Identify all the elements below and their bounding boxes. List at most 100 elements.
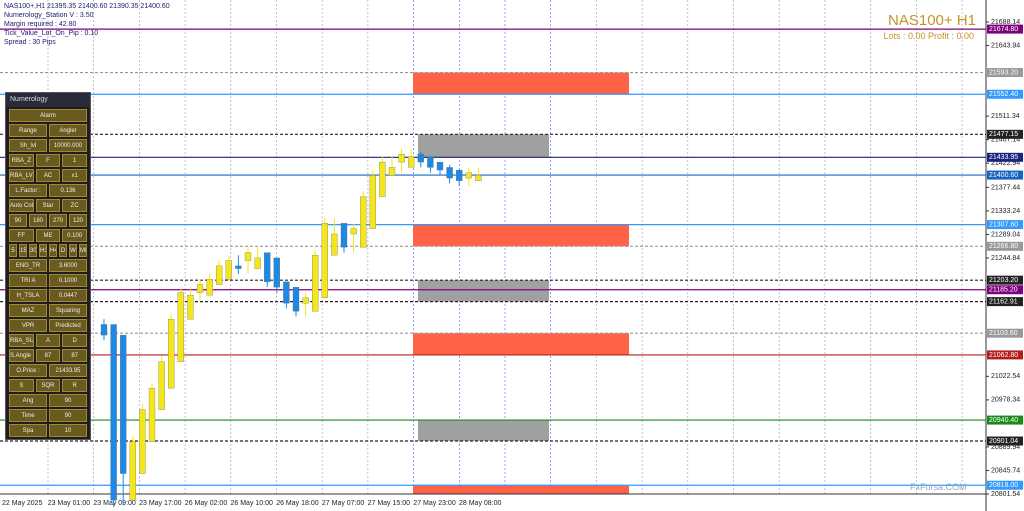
info-line: Tick_Value_Lot_On_Pip : 0.10 [4, 30, 99, 37]
panel-row: O.Price :21433.95 [9, 364, 87, 377]
panel-button[interactable]: 10 [49, 424, 87, 437]
panel-button[interactable]: 3.6000 [49, 259, 87, 272]
candle-body [196, 284, 204, 293]
panel-button[interactable]: Angler [49, 124, 87, 137]
candle-body [312, 255, 319, 312]
level-label-bg [987, 275, 1023, 285]
level-label-bg [987, 241, 1023, 251]
panel-button[interactable]: 90 [9, 214, 27, 227]
panel-button[interactable]: 15 [19, 244, 27, 257]
panel-button[interactable]: 1 [62, 154, 88, 167]
panel-button[interactable]: S [9, 379, 34, 392]
panel-button[interactable]: S.Angle : [9, 349, 34, 362]
level-label-bg [987, 285, 1023, 295]
level-label: 21477.15 [989, 131, 1018, 138]
level-label-bg [987, 415, 1023, 425]
panel-button[interactable]: 90 [49, 409, 87, 422]
x-tick-label: 23 May 09:00 [93, 500, 136, 507]
candle-body [446, 167, 453, 179]
panel-button[interactable]: Sh_lvl [9, 139, 47, 152]
panel-button[interactable]: Time [9, 409, 47, 422]
level-label-bg [987, 480, 1023, 490]
x-tick-label: 27 May 07:00 [322, 500, 365, 507]
panel-button[interactable]: A [35, 334, 61, 347]
panel-button[interactable]: 120 [69, 214, 87, 227]
panel-button[interactable]: 0.1000 [49, 274, 87, 287]
panel-button[interactable]: SQR [35, 379, 61, 392]
panel-button[interactable]: x1 [62, 169, 88, 182]
candle-body [360, 196, 367, 248]
panel-button[interactable]: H4 [49, 244, 57, 257]
panel-button[interactable]: W [69, 244, 77, 257]
panel-button[interactable]: Predicted [49, 319, 87, 332]
panel-button[interactable]: RBA_Z [9, 154, 34, 167]
x-tick-label: 26 May 02:00 [185, 500, 228, 507]
candle-body [235, 265, 242, 269]
panel-button[interactable]: R [62, 379, 88, 392]
panel-button[interactable]: 87 [35, 349, 61, 362]
level-label: 21433.95 [989, 154, 1018, 161]
level-label: 21593.20 [989, 69, 1018, 76]
level-label: 21062.80 [989, 352, 1018, 359]
x-tick-label: 23 May 01:00 [48, 500, 91, 507]
panel-button[interactable]: MN [79, 244, 87, 257]
panel-button[interactable]: 10000.000 [49, 139, 87, 152]
level-label: 20818.00 [989, 482, 1018, 489]
panel-button[interactable]: O.Price : [9, 364, 47, 377]
panel-button[interactable]: Alarm [9, 109, 87, 122]
candle-body [379, 161, 386, 197]
panel-button[interactable]: D [59, 244, 67, 257]
candle-body [225, 260, 232, 280]
panel-button[interactable]: AC [35, 169, 61, 182]
candle-body [206, 279, 213, 296]
candle-body [475, 174, 482, 181]
panel-button[interactable]: Ang [9, 394, 47, 407]
panel-button[interactable]: F [35, 154, 61, 167]
level-label-bg [987, 328, 1023, 338]
panel-button[interactable]: 30 [29, 244, 37, 257]
panel-button[interactable]: D [62, 334, 88, 347]
panel-button[interactable]: Squaring [49, 304, 87, 317]
panel-button[interactable]: ME [35, 229, 61, 242]
panel-button[interactable]: Range [9, 124, 47, 137]
candle-body [321, 223, 328, 298]
panel-button[interactable]: 87 [62, 349, 88, 362]
info-line: Spread : 30 Pips [4, 39, 56, 46]
level-label: 21162.91 [989, 298, 1018, 305]
info-line: Margin required : 42.80 [4, 21, 77, 28]
panel-button[interactable]: RBA_SUN [9, 334, 34, 347]
y-tick-label: 20845.74 [991, 467, 1020, 474]
panel-button[interactable]: Spa [9, 424, 47, 437]
panel-button[interactable]: Auto Color [9, 199, 34, 212]
header: NAS100+,H1 21395.35 21400.60 21390.35 21… [4, 2, 170, 47]
panel-button[interactable]: Star [35, 199, 61, 212]
symbol-line: NAS100+,H1 21395.35 21400.60 21390.35 21… [4, 3, 170, 10]
panel-row: Sh_lvl 10000.000 [9, 139, 87, 152]
panel-button[interactable]: L.Factor : [9, 184, 47, 197]
y-tick-label: 21688.14 [991, 19, 1020, 26]
panel-button[interactable]: 90 [49, 394, 87, 407]
panel-button[interactable]: 0.100 [62, 229, 88, 242]
panel-button[interactable]: MAZ [9, 304, 47, 317]
panel-button[interactable]: TRI A [9, 274, 47, 287]
candle-body [110, 324, 117, 501]
candle-body [283, 281, 290, 304]
panel-button[interactable]: VPR [9, 319, 47, 332]
candle-body [168, 318, 175, 389]
panel-button[interactable]: 5 [9, 244, 17, 257]
candle-body [465, 172, 472, 179]
panel-button[interactable]: 0.0447 [49, 289, 87, 302]
panel-button[interactable]: H_TSLA [9, 289, 47, 302]
panel-button[interactable]: RBA_LVL [9, 169, 34, 182]
panel-row: L.Factor :0.136 [9, 184, 87, 197]
panel-button[interactable]: H1 [39, 244, 47, 257]
panel-button[interactable]: 270 [49, 214, 67, 227]
panel-button[interactable]: 21433.95 [49, 364, 87, 377]
panel-button[interactable]: 0.136 [49, 184, 87, 197]
panel-button[interactable]: ZC [62, 199, 88, 212]
panel-button[interactable]: 180 [29, 214, 47, 227]
panel-button[interactable]: FF [9, 229, 34, 242]
candle-body [302, 297, 309, 304]
panel-button[interactable]: ENG_TR [9, 259, 47, 272]
